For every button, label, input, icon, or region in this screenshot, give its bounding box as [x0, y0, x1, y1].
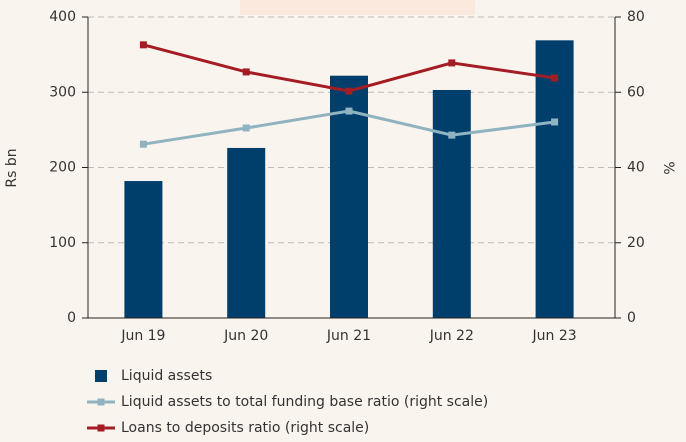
marker [551, 118, 559, 126]
y2-tick-label: 0 [627, 310, 636, 326]
y2-tick-label: 80 [627, 9, 645, 25]
y-tick-label: 200 [49, 160, 76, 176]
marker [139, 140, 147, 148]
marker [551, 74, 559, 82]
bar [227, 147, 266, 318]
y-axis-label: Rs bn [4, 148, 20, 187]
marker [139, 41, 147, 49]
y2-tick-label: 60 [627, 84, 645, 100]
legend-label: Liquid assets [121, 368, 212, 384]
legend-label: Loans to deposits ratio (right scale) [121, 420, 369, 436]
y2-tick-label: 20 [627, 235, 645, 251]
bar [432, 89, 471, 319]
y2-tick-label: 40 [627, 160, 645, 176]
marker [345, 87, 353, 95]
marker [242, 68, 250, 76]
x-tick-label: Jun 22 [429, 328, 474, 344]
bar [330, 75, 368, 318]
x-tick-label: Jun 19 [120, 328, 165, 344]
y-tick-label: 300 [49, 84, 76, 100]
marker [448, 59, 456, 67]
legend-swatch [97, 424, 105, 432]
legend-swatch [95, 370, 107, 382]
y-tick-label: 400 [49, 9, 76, 25]
header-box [240, 0, 475, 15]
legend-label: Liquid assets to total funding base rati… [121, 394, 488, 410]
bar [535, 40, 574, 318]
y2-axis-label: % [660, 161, 676, 174]
x-tick-label: Jun 21 [326, 328, 371, 344]
marker [242, 124, 250, 132]
y-tick-label: 100 [49, 235, 76, 251]
bar [124, 181, 163, 318]
x-tick-label: Jun 23 [532, 328, 577, 344]
legend-swatch [97, 398, 105, 406]
marker [345, 107, 353, 115]
marker [448, 131, 456, 139]
x-tick-label: Jun 20 [223, 328, 268, 344]
y-tick-label: 0 [67, 310, 76, 326]
